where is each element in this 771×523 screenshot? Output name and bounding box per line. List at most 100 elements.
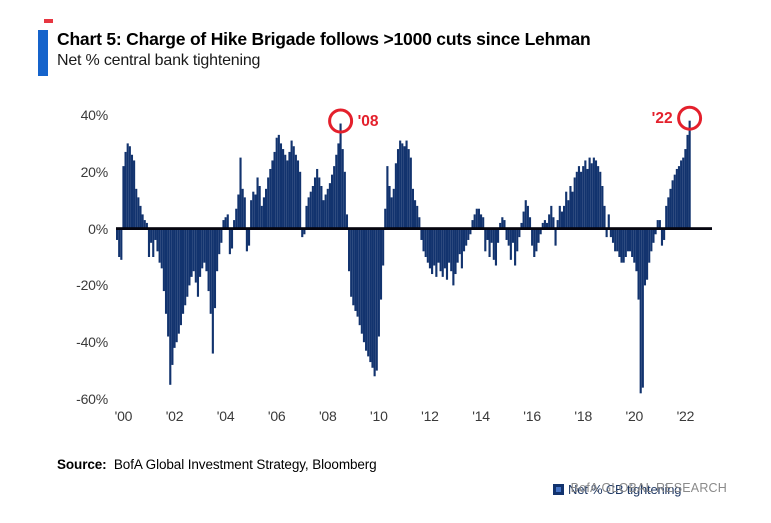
bar	[348, 228, 351, 272]
bar	[422, 228, 425, 252]
bar	[586, 168, 589, 229]
bar	[267, 177, 270, 229]
annotation-circle	[328, 108, 354, 134]
bar	[571, 191, 574, 229]
bar	[309, 191, 312, 229]
bars-svg: '08 '22	[116, 105, 712, 394]
bar	[203, 228, 206, 263]
bar	[486, 228, 489, 240]
bar	[145, 222, 148, 229]
x-tick-label: '10	[370, 408, 388, 424]
bar	[460, 228, 463, 269]
bar	[650, 228, 653, 252]
bar	[186, 228, 189, 297]
bar	[320, 186, 323, 229]
legend: Net % CB tightening	[553, 482, 681, 497]
bar	[235, 208, 238, 229]
bar	[490, 228, 493, 243]
bar	[577, 166, 581, 229]
bar	[607, 214, 610, 229]
bar	[258, 186, 261, 229]
bar	[405, 140, 408, 229]
bar	[433, 228, 436, 266]
bar	[548, 214, 551, 229]
bar	[173, 228, 176, 348]
bar	[154, 228, 157, 240]
bar	[254, 194, 257, 229]
bar	[184, 228, 187, 306]
bar	[652, 228, 655, 243]
legend-square-inner-icon	[556, 487, 561, 492]
bar	[379, 228, 383, 300]
bar	[635, 228, 638, 272]
bar	[497, 228, 500, 243]
bar	[233, 220, 236, 229]
bar	[133, 160, 136, 229]
bar	[582, 166, 585, 229]
bar	[228, 228, 231, 255]
bar	[424, 228, 427, 257]
y-axis: 40% 20% 0% -20% -40% -60%	[0, 0, 108, 523]
bar	[171, 228, 174, 365]
bar	[426, 228, 429, 263]
y-tick-label: 40%	[80, 107, 109, 123]
bar	[175, 228, 178, 343]
bar	[358, 228, 361, 326]
bar	[371, 228, 374, 368]
bar	[505, 228, 508, 240]
bar	[326, 188, 329, 229]
x-tick-label: '00	[114, 408, 133, 424]
bar	[437, 228, 440, 263]
bar	[179, 228, 182, 326]
bar	[631, 228, 634, 257]
bar	[624, 228, 627, 257]
bar	[541, 222, 544, 229]
bar	[531, 228, 534, 246]
bar	[520, 222, 523, 229]
bar	[452, 228, 455, 286]
bar	[224, 217, 227, 229]
legend-label: Net % CB tightening	[568, 482, 682, 497]
bar	[116, 228, 119, 240]
bar	[279, 143, 283, 229]
bar	[301, 228, 304, 238]
bar	[352, 228, 355, 306]
bar	[128, 146, 131, 229]
bar	[656, 220, 659, 229]
bar	[465, 228, 468, 246]
bar	[669, 188, 672, 229]
bar	[265, 188, 268, 229]
bar	[354, 228, 357, 311]
bar	[275, 137, 278, 229]
bar	[294, 154, 297, 229]
bar	[230, 228, 234, 249]
y-tick-label: -60%	[76, 391, 108, 407]
bar	[475, 208, 478, 229]
bar	[345, 214, 349, 229]
bar	[362, 228, 366, 343]
bar	[633, 228, 636, 263]
bar	[509, 228, 512, 260]
bar	[277, 134, 280, 229]
bar	[526, 205, 529, 229]
bar	[350, 228, 353, 297]
bar	[686, 134, 689, 229]
bar	[552, 217, 555, 229]
bar	[299, 171, 302, 229]
bar	[333, 166, 336, 229]
bar	[682, 157, 685, 229]
bar	[573, 177, 576, 229]
bar	[209, 228, 212, 314]
bar	[118, 228, 121, 257]
bar	[514, 228, 517, 266]
bar	[247, 228, 251, 246]
bar	[369, 228, 372, 363]
bar	[226, 214, 229, 229]
bar	[262, 197, 265, 229]
x-tick-label: '12	[421, 408, 439, 424]
bar	[501, 217, 504, 229]
bar	[237, 194, 240, 229]
bar	[667, 197, 670, 229]
bar	[343, 171, 346, 229]
